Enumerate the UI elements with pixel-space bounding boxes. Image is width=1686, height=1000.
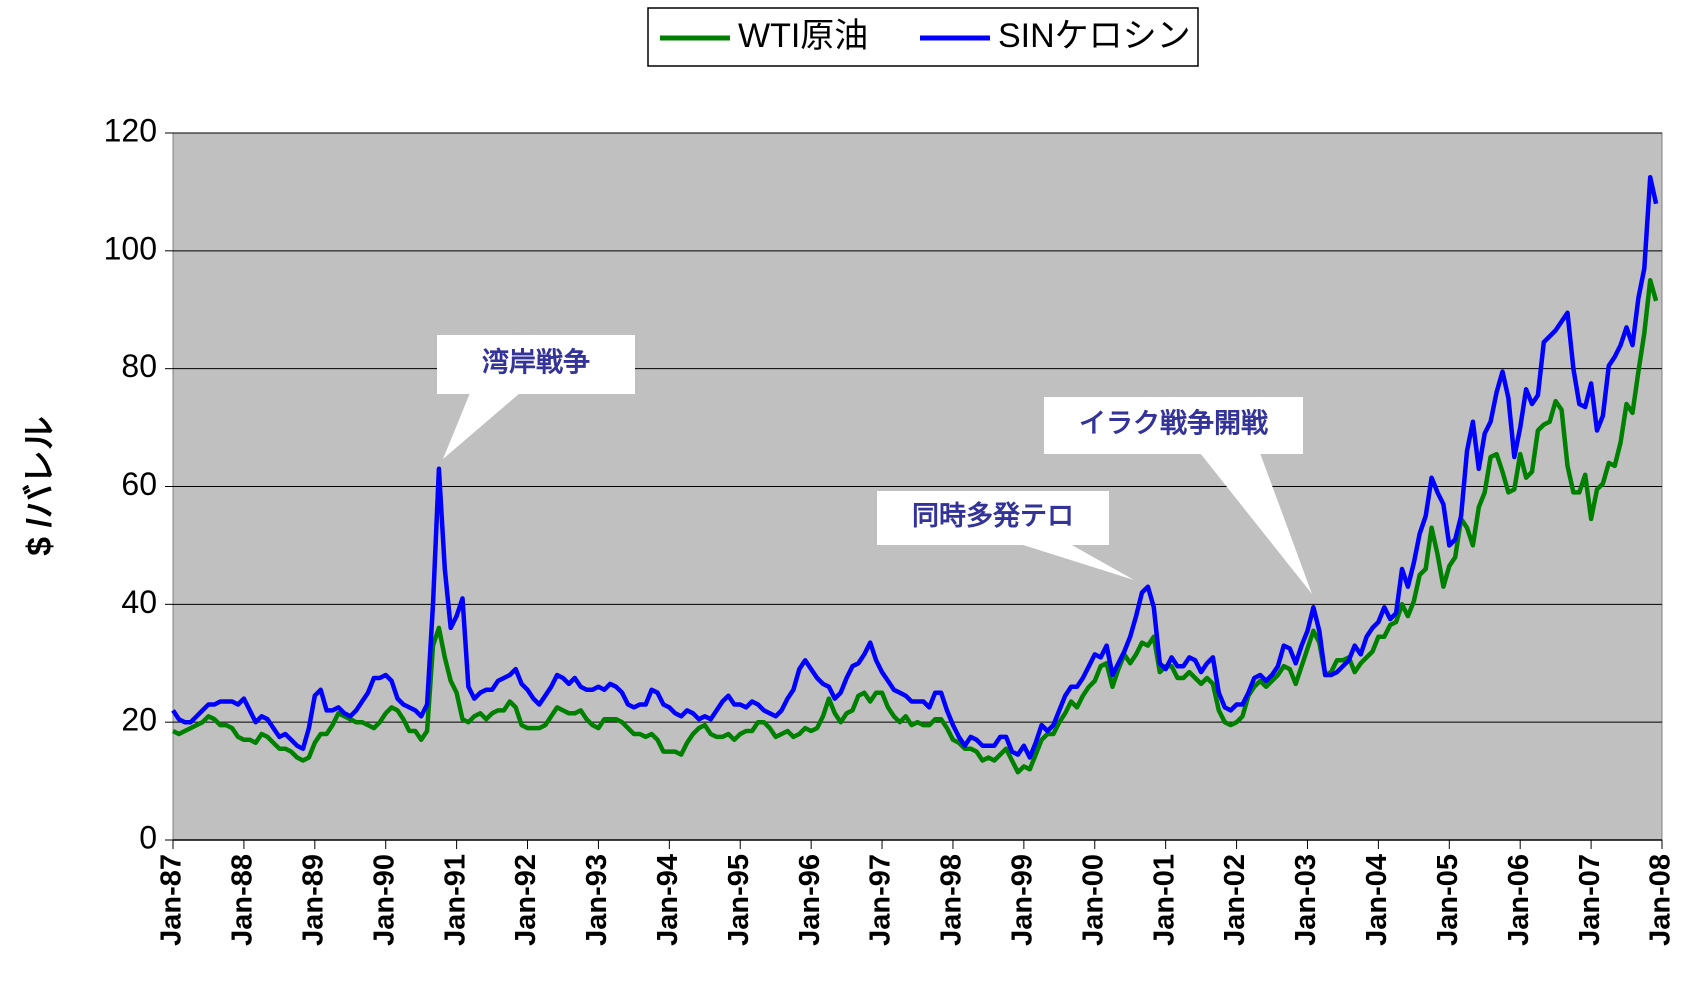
y-tick-label: 100 [104,230,157,266]
x-tick-label: Jan-95 [723,854,755,946]
series-line [171,174,1659,760]
x-tick-label: Jan-91 [439,854,471,946]
x-tick-label: Jan-97 [865,854,897,946]
x-tick-label: Jan-04 [1361,854,1393,946]
x-tick-label: Jan-05 [1432,854,1464,946]
y-tick-label: 20 [121,702,157,738]
x-tick-label: Jan-88 [227,854,259,946]
x-tick-label: Jan-07 [1574,854,1606,946]
series-line [171,278,1659,775]
x-tick-label: Jan-98 [936,854,968,946]
callout-box [1044,397,1303,454]
legend-label: WTI原油 [738,17,868,55]
x-tick-label: Jan-03 [1290,854,1322,946]
x-tick-label: Jan-08 [1645,854,1677,946]
y-tick-label: 60 [121,466,157,502]
callout-box [437,335,635,394]
x-tick-label: Jan-92 [510,854,542,946]
y-axis-label: $ /バレル [21,416,59,556]
x-tick-label: Jan-90 [368,854,400,946]
callout-pointer [1200,453,1312,594]
callout-pointer [1020,544,1134,580]
x-tick-label: Jan-93 [581,854,613,946]
callout-pointer [443,393,520,459]
callout-box [877,491,1109,545]
x-tick-label: Jan-02 [1219,854,1251,946]
x-tick-label: Jan-99 [1007,854,1039,946]
y-tick-label: 40 [121,584,157,620]
x-tick-label: Jan-96 [794,854,826,946]
y-tick-label: 0 [139,819,157,855]
x-tick-label: Jan-06 [1503,854,1535,946]
legend-label: SINケロシン [998,17,1191,55]
annotation: 同時多発テロ [912,501,1074,531]
x-tick-label: Jan-87 [156,854,188,946]
y-tick-label: 80 [121,348,157,384]
annotation: 湾岸戦争 [482,347,590,378]
y-tick-label: 120 [104,112,157,148]
x-tick-label: Jan-00 [1077,854,1109,946]
x-tick-label: Jan-94 [652,854,684,946]
x-tick-label: Jan-89 [297,854,329,946]
x-tick-label: Jan-01 [1148,854,1180,946]
annotation: イラク戦争開戦 [1079,409,1268,439]
